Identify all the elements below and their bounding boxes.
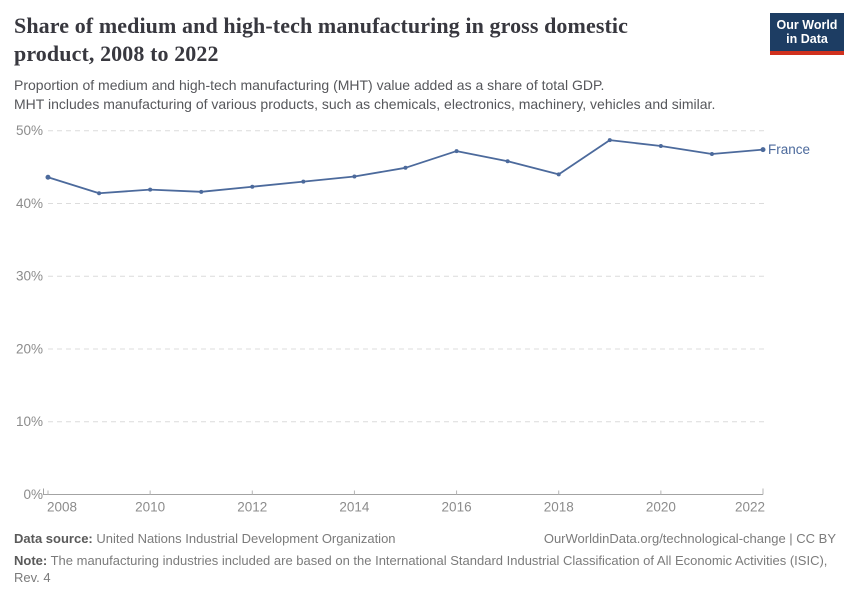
- line-chart[interactable]: 0% 10% 20% 30% 40% 50% 2008 2010 2012 2014 2016 201…: [0, 118, 850, 523]
- page-title-line1: Share of medium and high-tech manufactur…: [14, 13, 628, 38]
- page-title-line2: product, 2008 to 2022: [14, 41, 219, 66]
- data-point[interactable]: [352, 174, 357, 179]
- data-point[interactable]: [199, 189, 204, 194]
- x-axis-tick-label: 2012: [237, 500, 267, 515]
- owid-cc-by-link[interactable]: OurWorldinData.org/technological-change …: [543, 531, 836, 546]
- x-axis-tick-label: 2014: [339, 500, 370, 515]
- data-point[interactable]: [658, 143, 663, 148]
- data-point[interactable]: [403, 165, 408, 170]
- owid-logo-text-line2: in Data: [786, 32, 828, 46]
- y-axis-tick-label: 50%: [16, 123, 43, 138]
- owid-logo-text-line1: Our World: [776, 18, 838, 32]
- data-point[interactable]: [505, 159, 510, 164]
- chart-subtitle-line1: Proportion of medium and high-tech manuf…: [14, 77, 605, 93]
- data-point[interactable]: [760, 147, 766, 153]
- data-source: Data source: United Nations Industrial D…: [14, 530, 396, 547]
- data-point[interactable]: [148, 187, 153, 192]
- x-axis-tick-label: 2016: [442, 500, 472, 515]
- chart-subtitle: Proportion of medium and high-tech manuf…: [14, 76, 715, 114]
- x-axis-tick-label: 2010: [135, 500, 165, 515]
- x-axis-tick-label: 2020: [646, 500, 676, 515]
- chart-note-label: Note:: [14, 553, 48, 568]
- y-axis-tick-label: 10%: [16, 414, 43, 429]
- data-point[interactable]: [454, 149, 459, 154]
- data-point[interactable]: [45, 174, 51, 180]
- chart-note: Note: The manufacturing industries inclu…: [14, 552, 836, 586]
- data-point[interactable]: [607, 138, 612, 143]
- chart-note-text: The manufacturing industries included ar…: [14, 553, 828, 585]
- x-axis-tick-label: 2022: [735, 500, 765, 515]
- data-point[interactable]: [709, 151, 714, 156]
- data-point[interactable]: [301, 179, 306, 184]
- chart-footer: Data source: United Nations Industrial D…: [14, 530, 836, 586]
- data-point[interactable]: [250, 184, 255, 189]
- y-axis-tick-label: 30%: [16, 269, 43, 284]
- data-source-text: United Nations Industrial Development Or…: [96, 531, 396, 546]
- series-label-france: France: [768, 142, 810, 157]
- data-point[interactable]: [97, 191, 102, 196]
- x-axis-tick-label: 2008: [47, 500, 77, 515]
- y-axis-tick-label: 0%: [23, 487, 43, 502]
- y-axis-tick-label: 20%: [16, 341, 43, 356]
- chart-subtitle-line2: MHT includes manufacturing of various pr…: [14, 96, 716, 112]
- y-axis-tick-label: 40%: [16, 196, 43, 211]
- x-axis-tick-label: 2018: [544, 500, 574, 515]
- data-source-label: Data source:: [14, 531, 93, 546]
- page-title: Share of medium and high-tech manufactur…: [14, 12, 628, 68]
- owid-logo: Our World in Data: [770, 13, 844, 55]
- data-point[interactable]: [556, 172, 561, 177]
